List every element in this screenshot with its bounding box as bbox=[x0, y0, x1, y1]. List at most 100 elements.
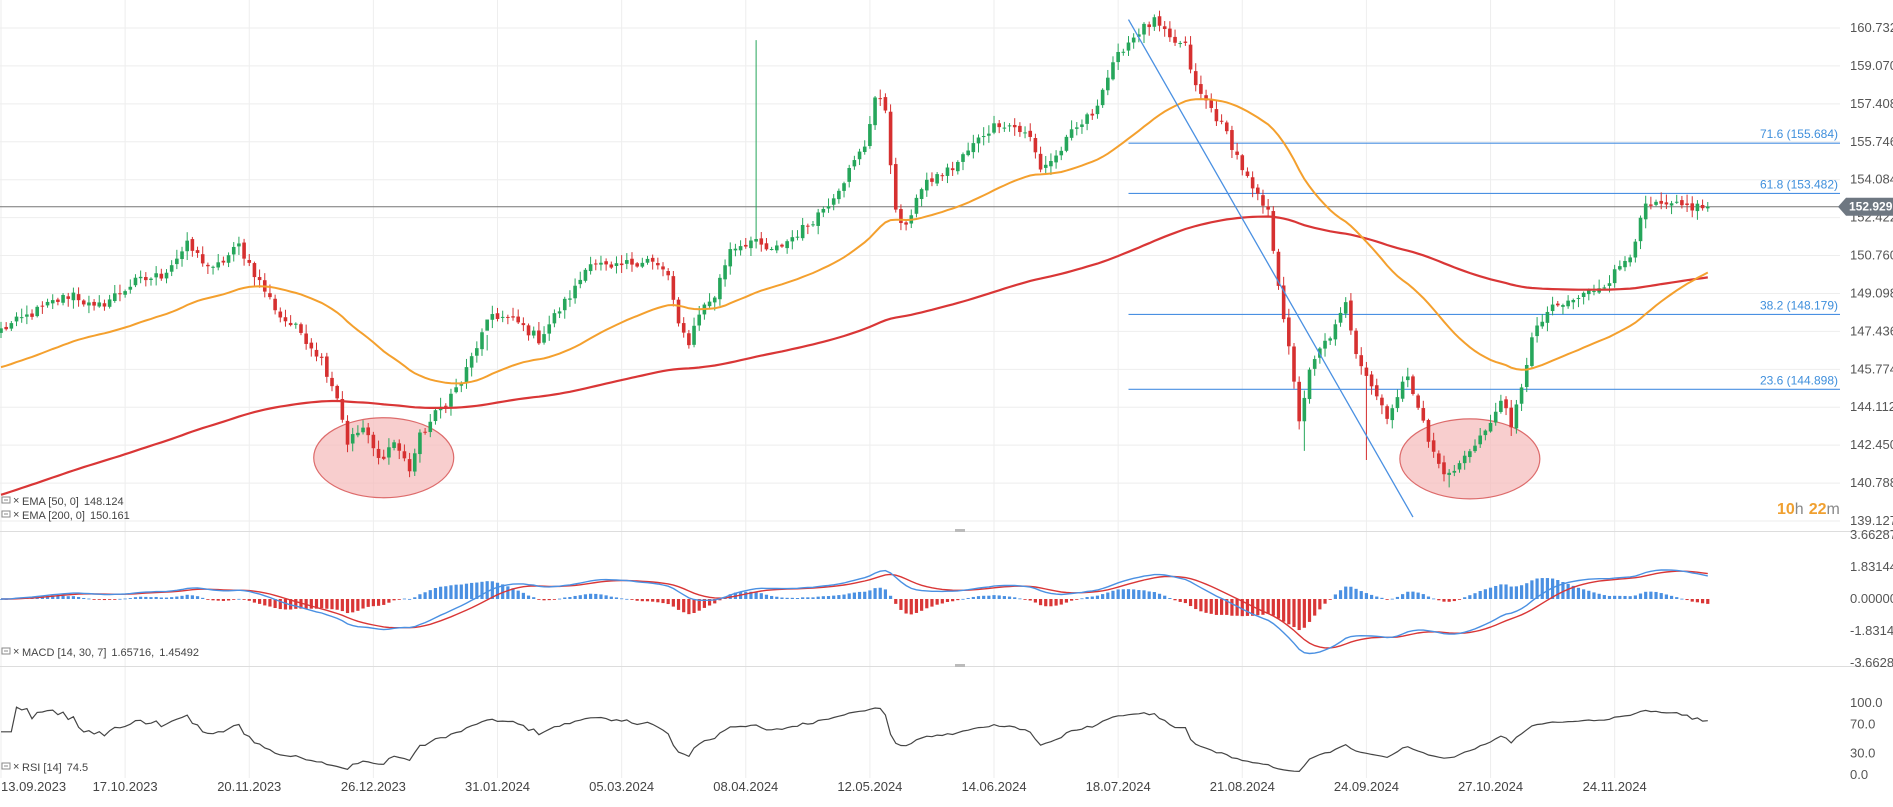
candle bbox=[816, 208, 820, 235]
candle-body bbox=[356, 432, 360, 436]
candle bbox=[288, 315, 293, 327]
candle bbox=[61, 293, 65, 306]
ema50-legend[interactable]: × EMA [50, 0] 148.124 bbox=[1, 495, 124, 508]
eye-icon[interactable] bbox=[1, 647, 11, 655]
macd-histogram-bar bbox=[1302, 599, 1306, 628]
candle-body bbox=[1359, 355, 1364, 367]
candle-body bbox=[242, 242, 246, 259]
candle bbox=[1245, 167, 1250, 178]
candle-body bbox=[1230, 130, 1234, 150]
macd-histogram-bar bbox=[1163, 595, 1167, 599]
candle-body bbox=[1664, 202, 1669, 205]
candle bbox=[200, 246, 205, 267]
candle-body bbox=[1431, 440, 1436, 452]
close-icon[interactable]: × bbox=[13, 761, 19, 773]
macd-histogram-bar bbox=[1199, 599, 1203, 612]
macd-histogram-bar bbox=[744, 591, 748, 599]
candle-body bbox=[1126, 42, 1131, 51]
date-axis: 13.09.2023 17.10.2023 20.11.2023 26.12.2023… bbox=[1, 779, 1647, 794]
candle bbox=[1240, 154, 1245, 176]
rsi-resize-handle[interactable] bbox=[955, 664, 965, 667]
close-icon[interactable]: × bbox=[13, 646, 19, 658]
candle-body bbox=[935, 174, 939, 184]
candle bbox=[562, 296, 567, 319]
candle-body bbox=[25, 314, 29, 317]
candle-body bbox=[112, 293, 117, 301]
macd-histogram-bar bbox=[1457, 599, 1462, 600]
candle bbox=[480, 328, 484, 356]
candle bbox=[676, 297, 681, 327]
macd-histogram-bar bbox=[1168, 598, 1172, 599]
candle bbox=[831, 194, 836, 211]
macd-histogram-bar bbox=[1235, 599, 1239, 616]
fibonacci-trend-line[interactable] bbox=[1127, 19, 1414, 518]
macd-histogram-bar bbox=[423, 592, 427, 599]
candle-body bbox=[1612, 269, 1617, 284]
candle bbox=[1700, 199, 1705, 211]
macd-histogram-bar bbox=[702, 599, 706, 608]
macd-histogram-bar bbox=[656, 599, 660, 603]
macd-histogram-bar bbox=[71, 596, 76, 599]
candle-body bbox=[1483, 430, 1488, 436]
candle bbox=[609, 261, 614, 269]
macd-histogram-bar bbox=[976, 596, 981, 599]
macd-legend[interactable]: × MACD [14, 30, 7] 1.65716, 1.45492 bbox=[1, 646, 199, 659]
candle-body bbox=[552, 313, 557, 324]
macd-histogram-bar bbox=[1390, 598, 1394, 600]
candle-body bbox=[252, 263, 257, 278]
macd-histogram-bar bbox=[1059, 599, 1063, 605]
ema200-legend[interactable]: × EMA [200, 0] 150.161 bbox=[1, 509, 130, 522]
candle-body bbox=[542, 334, 546, 343]
macd-histogram-bar bbox=[764, 594, 769, 599]
candle bbox=[1018, 122, 1022, 137]
eye-icon[interactable] bbox=[1, 496, 11, 504]
macd-histogram-bar bbox=[1013, 597, 1017, 599]
candle bbox=[930, 172, 934, 187]
close-icon[interactable]: × bbox=[13, 495, 19, 507]
candle-body bbox=[123, 291, 127, 295]
candle-body bbox=[764, 243, 769, 250]
candle-body bbox=[976, 137, 981, 144]
macd-histogram-bar bbox=[635, 599, 639, 601]
candle bbox=[1628, 254, 1632, 267]
candle-body bbox=[314, 349, 319, 357]
candle-body bbox=[1333, 324, 1338, 340]
candle-body bbox=[1700, 205, 1705, 209]
candle-body bbox=[971, 143, 976, 153]
candle-body bbox=[221, 260, 226, 263]
macd-histogram-bar bbox=[1566, 583, 1570, 599]
rsi-axis-tick: 30.0 bbox=[1850, 745, 1875, 760]
macd-histogram-bar bbox=[914, 599, 919, 613]
macd-histogram-bar bbox=[1592, 592, 1596, 599]
macd-histogram-bar bbox=[376, 599, 381, 606]
macd-histogram-bar bbox=[1126, 589, 1131, 599]
close-icon[interactable]: × bbox=[13, 509, 19, 521]
candle bbox=[1664, 194, 1669, 210]
candle bbox=[376, 440, 381, 465]
macd-histogram-bar bbox=[1049, 599, 1053, 607]
eye-icon[interactable] bbox=[1, 510, 11, 518]
candle bbox=[1581, 291, 1586, 305]
macd-histogram-bar bbox=[1173, 599, 1177, 601]
candle-body bbox=[1116, 51, 1120, 63]
price-axis-tick: 155.746 bbox=[1850, 134, 1893, 149]
candle bbox=[1535, 317, 1539, 343]
candle-body bbox=[857, 151, 862, 160]
macd-histogram-bar bbox=[464, 583, 469, 599]
candle bbox=[800, 217, 805, 241]
macd-histogram-bar bbox=[940, 599, 944, 604]
candle-body bbox=[133, 277, 138, 286]
eye-icon[interactable] bbox=[1, 762, 11, 770]
candle-body bbox=[1364, 367, 1369, 376]
candle-body bbox=[1685, 203, 1689, 205]
candle-body bbox=[775, 245, 779, 251]
candle-body bbox=[56, 299, 60, 302]
candle bbox=[1131, 33, 1136, 49]
candle bbox=[707, 293, 712, 308]
rsi-legend[interactable]: × RSI [14] 74.5 bbox=[1, 761, 88, 774]
candle-body bbox=[138, 276, 143, 279]
macd-histogram-bar bbox=[1121, 589, 1125, 599]
candle-body bbox=[847, 168, 852, 182]
macd-resize-handle[interactable] bbox=[955, 529, 965, 532]
